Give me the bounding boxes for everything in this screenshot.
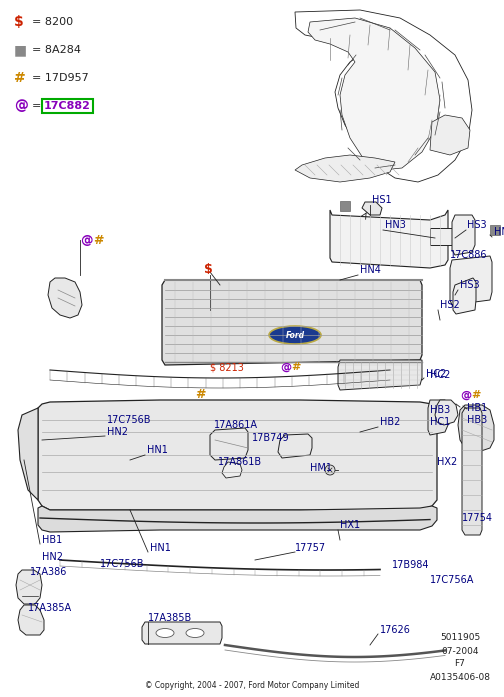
Text: 17C756B: 17C756B <box>107 415 152 425</box>
Text: HS2: HS2 <box>440 300 460 310</box>
Text: HN4: HN4 <box>360 265 381 275</box>
Text: 17C882: 17C882 <box>44 101 91 111</box>
Text: 17A386: 17A386 <box>30 567 68 577</box>
Text: = 8A284: = 8A284 <box>32 45 81 55</box>
Ellipse shape <box>156 629 174 638</box>
Polygon shape <box>430 228 455 245</box>
Text: 17C756A: 17C756A <box>430 575 474 585</box>
Text: 17C756B: 17C756B <box>100 559 145 569</box>
Text: @: @ <box>280 362 291 372</box>
Text: HB2: HB2 <box>380 417 400 427</box>
Text: HS3: HS3 <box>467 220 487 230</box>
Polygon shape <box>222 462 242 478</box>
Polygon shape <box>450 256 492 305</box>
Text: HB1: HB1 <box>467 403 487 413</box>
Text: $: $ <box>14 15 24 29</box>
Polygon shape <box>142 622 222 644</box>
Text: HC1: HC1 <box>430 417 450 427</box>
Text: @: @ <box>80 233 93 247</box>
Text: HM1: HM1 <box>310 463 332 473</box>
Text: 17A861A: 17A861A <box>214 420 258 430</box>
Bar <box>490 225 500 235</box>
Polygon shape <box>462 408 482 535</box>
Ellipse shape <box>269 326 321 344</box>
Text: 5011905: 5011905 <box>440 634 480 643</box>
Polygon shape <box>38 506 437 532</box>
Text: HN1: HN1 <box>147 445 168 455</box>
Text: A0135406-08: A0135406-08 <box>429 673 490 682</box>
Text: 17B984: 17B984 <box>392 560 429 570</box>
Text: ■: ■ <box>14 43 27 57</box>
Text: HX1: HX1 <box>340 520 360 530</box>
Text: 17754: 17754 <box>462 513 493 523</box>
Text: 17A861B: 17A861B <box>218 457 262 467</box>
Text: HN3: HN3 <box>385 220 406 230</box>
Ellipse shape <box>186 629 204 638</box>
Polygon shape <box>453 278 476 314</box>
Text: HN2: HN2 <box>107 427 128 437</box>
Text: HB3: HB3 <box>430 405 450 415</box>
Text: @: @ <box>460 390 471 400</box>
Polygon shape <box>278 434 312 458</box>
Polygon shape <box>452 215 475 255</box>
Text: = 8200: = 8200 <box>32 17 73 27</box>
Polygon shape <box>295 155 395 182</box>
Polygon shape <box>458 405 494 452</box>
Polygon shape <box>362 202 382 215</box>
Polygon shape <box>210 428 248 460</box>
Text: #: # <box>471 390 480 400</box>
Text: #: # <box>195 388 206 401</box>
Text: =: = <box>32 101 45 111</box>
Text: HS3: HS3 <box>460 280 480 290</box>
Text: @: @ <box>14 99 28 113</box>
Circle shape <box>325 465 335 475</box>
Text: $: $ <box>204 263 213 277</box>
Text: HB1: HB1 <box>42 535 62 545</box>
Polygon shape <box>38 400 437 510</box>
Polygon shape <box>308 18 440 170</box>
Text: HB3: HB3 <box>467 415 487 425</box>
Polygon shape <box>428 400 448 435</box>
Text: 17626: 17626 <box>380 625 411 635</box>
Text: #: # <box>93 233 103 247</box>
Text: HC2: HC2 <box>430 370 451 380</box>
Text: Ford: Ford <box>285 330 304 339</box>
Text: = 17D957: = 17D957 <box>32 73 89 83</box>
Polygon shape <box>16 570 42 604</box>
Text: HN2: HN2 <box>42 552 63 562</box>
Polygon shape <box>330 210 448 268</box>
Text: 17A385B: 17A385B <box>148 613 192 623</box>
Text: 07-2004: 07-2004 <box>441 647 479 655</box>
Text: 17A385A: 17A385A <box>28 603 72 613</box>
Polygon shape <box>338 360 422 390</box>
Text: HS1: HS1 <box>372 195 392 205</box>
Polygon shape <box>295 10 472 182</box>
Polygon shape <box>435 400 458 425</box>
Text: 17757: 17757 <box>295 543 326 553</box>
Text: $ 8213: $ 8213 <box>210 362 244 372</box>
Polygon shape <box>48 278 82 318</box>
Bar <box>340 201 350 211</box>
Text: HN1: HN1 <box>150 543 171 553</box>
Polygon shape <box>162 280 422 365</box>
Polygon shape <box>430 115 470 155</box>
Text: HX2: HX2 <box>437 457 457 467</box>
Text: 17B749: 17B749 <box>252 433 290 443</box>
Text: F7: F7 <box>455 659 465 668</box>
Polygon shape <box>18 605 44 635</box>
Text: HN5: HN5 <box>494 227 504 237</box>
Text: 17C886: 17C886 <box>450 250 487 260</box>
Text: © Copyright, 2004 - 2007, Ford Motor Company Limited: © Copyright, 2004 - 2007, Ford Motor Com… <box>145 680 359 689</box>
Text: #: # <box>14 71 26 85</box>
Text: HC2: HC2 <box>426 369 447 379</box>
Polygon shape <box>18 408 38 500</box>
Text: #: # <box>291 362 300 372</box>
